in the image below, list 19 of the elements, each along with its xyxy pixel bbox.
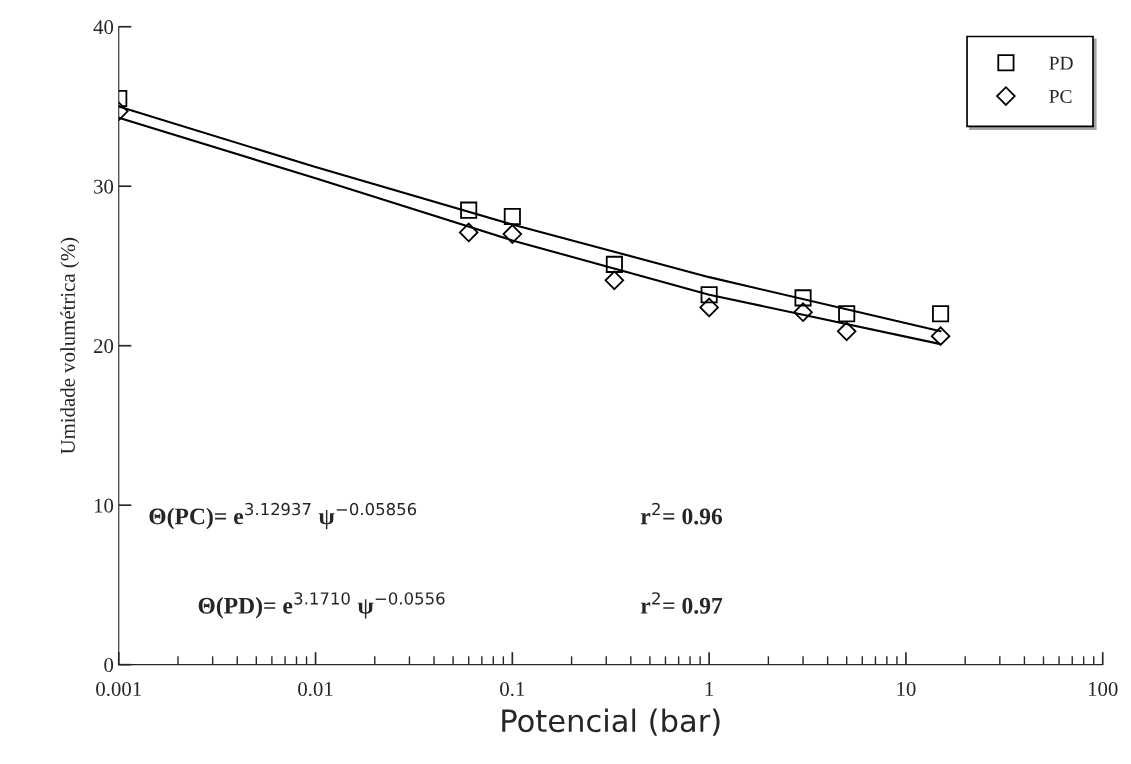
y-axis-title: Umidade volumétrica (%) xyxy=(60,237,80,455)
x-tick-label: 10 xyxy=(897,681,916,697)
y-tick-label: 0 xyxy=(104,658,114,673)
annotation: Θ(PC)= e$^{3.12937}$ ψ$^{−0.05856}$ xyxy=(149,502,417,530)
y-tick-label: 40 xyxy=(93,20,114,35)
annotation: Θ(PD)= e$^{3.1710}$ ψ$^{−0.0556}$ xyxy=(198,592,445,619)
annotation: r$^{2}$= 0.96 xyxy=(640,502,723,525)
x-tick-label: 0.001 xyxy=(96,681,141,697)
x-tick-label: 0.1 xyxy=(500,681,525,697)
legend-label: PC xyxy=(1049,89,1072,104)
x-tick-label: 1 xyxy=(705,682,714,696)
x-tick-label: 0.01 xyxy=(298,681,333,697)
x-axis-title: Potencial (bar) xyxy=(502,708,720,736)
y-tick-label: 30 xyxy=(94,179,114,194)
y-tick-label: 10 xyxy=(94,498,114,513)
y-tick-label: 20 xyxy=(93,339,114,354)
x-tick-label: 100 xyxy=(1088,681,1118,697)
legend-label: PD xyxy=(1049,56,1073,70)
annotation: r$^{2}$= 0.97 xyxy=(640,592,723,614)
